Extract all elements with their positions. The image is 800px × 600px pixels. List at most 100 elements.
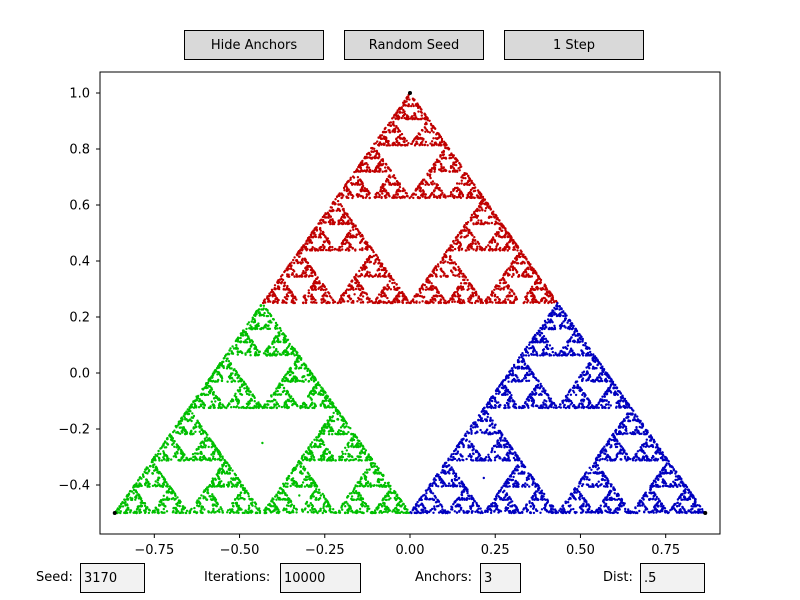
scatter-point — [645, 438, 648, 441]
scatter-point — [334, 459, 337, 462]
scatter-point — [298, 494, 301, 497]
scatter-point — [129, 496, 132, 499]
scatter-point — [206, 486, 209, 489]
scatter-point — [486, 204, 489, 207]
points-layer — [114, 92, 706, 515]
scatter-point — [156, 481, 159, 484]
scatter-point — [222, 360, 225, 363]
scatter-point — [317, 488, 321, 491]
scatter-point — [507, 380, 510, 383]
scatter-point — [434, 127, 437, 130]
scatter-point — [344, 452, 347, 456]
scatter-point — [137, 478, 140, 481]
scatter-point — [293, 256, 296, 259]
scatter-point — [460, 179, 463, 182]
scatter-point — [347, 431, 350, 434]
scatter-point — [222, 357, 225, 360]
scatter-point — [328, 415, 332, 419]
scatter-point — [267, 311, 270, 314]
scatter-point — [412, 196, 415, 200]
scatter-point — [458, 231, 461, 234]
scatter-point — [404, 191, 407, 195]
scatter-point — [436, 289, 439, 292]
scatter-point — [385, 130, 388, 134]
scatter-point — [498, 298, 501, 301]
scatter-point — [270, 394, 273, 397]
scatter-point — [297, 367, 301, 370]
scatter-point — [601, 457, 604, 461]
scatter-point — [330, 206, 333, 209]
scatter-point — [377, 195, 381, 199]
scatter-point — [383, 183, 387, 186]
scatter-point — [687, 491, 690, 494]
scatter-point — [285, 478, 289, 482]
scatter-point — [510, 380, 513, 383]
scatter-point — [258, 509, 262, 513]
scatter-point — [456, 274, 459, 277]
scatter-point — [411, 103, 414, 106]
hide-anchors-button[interactable]: Hide Anchors — [184, 30, 324, 60]
scatter-point — [502, 247, 505, 251]
scatter-point — [213, 406, 216, 409]
scatter-point — [509, 288, 512, 291]
scatter-point — [484, 209, 487, 212]
one-step-button[interactable]: 1 Step — [504, 30, 644, 60]
scatter-point — [420, 114, 423, 117]
scatter-point — [440, 157, 444, 160]
scatter-point — [289, 504, 293, 507]
scatter-point — [540, 508, 544, 511]
scatter-point — [497, 431, 500, 435]
scatter-point — [647, 445, 651, 448]
scatter-point — [478, 414, 482, 418]
random-seed-button[interactable]: Random Seed — [344, 30, 484, 60]
scatter-point — [421, 117, 424, 120]
scatter-point — [569, 393, 573, 396]
scatter-point — [682, 498, 686, 501]
scatter-point — [652, 438, 655, 442]
scatter-point — [470, 218, 473, 221]
scatter-point — [509, 400, 512, 403]
scatter-point — [431, 183, 434, 186]
scatter-point — [356, 176, 360, 179]
scatter-point — [588, 347, 591, 350]
scatter-point — [395, 283, 398, 286]
scatter-point — [482, 476, 485, 480]
scatter-point — [296, 404, 299, 408]
scatter-point — [384, 162, 388, 166]
scatter-point — [388, 280, 391, 283]
scatter-point — [251, 316, 254, 319]
scatter-point — [273, 284, 277, 287]
scatter-point — [449, 191, 453, 194]
scatter-point — [359, 166, 363, 170]
scatter-point — [250, 320, 253, 323]
scatter-point — [616, 442, 619, 445]
scatter-point — [567, 501, 570, 504]
scatter-point — [224, 465, 228, 468]
scatter-point — [439, 275, 442, 278]
scatter-point — [143, 504, 147, 508]
scatter-point — [543, 319, 547, 323]
scatter-point — [235, 343, 238, 347]
scatter-point — [519, 353, 523, 357]
scatter-point — [574, 393, 578, 397]
scatter-point — [494, 406, 497, 409]
scatter-point — [667, 462, 671, 465]
scatter-point — [234, 392, 237, 395]
scatter-point — [220, 379, 224, 382]
scatter-point — [474, 242, 477, 245]
scatter-point — [368, 245, 371, 249]
scatter-point — [209, 485, 213, 488]
scatter-point — [504, 281, 507, 285]
scatter-point — [431, 143, 434, 146]
scatter-point — [341, 452, 345, 456]
scatter-point — [293, 261, 296, 265]
scatter-point — [350, 495, 354, 498]
scatter-point — [471, 291, 474, 294]
scatter-point — [322, 506, 325, 510]
scatter-point — [492, 406, 495, 409]
scatter-point — [361, 248, 364, 251]
scatter-point — [572, 324, 575, 328]
scatter-point — [606, 506, 610, 509]
scatter-point — [191, 453, 195, 456]
scatter-point — [476, 245, 479, 248]
